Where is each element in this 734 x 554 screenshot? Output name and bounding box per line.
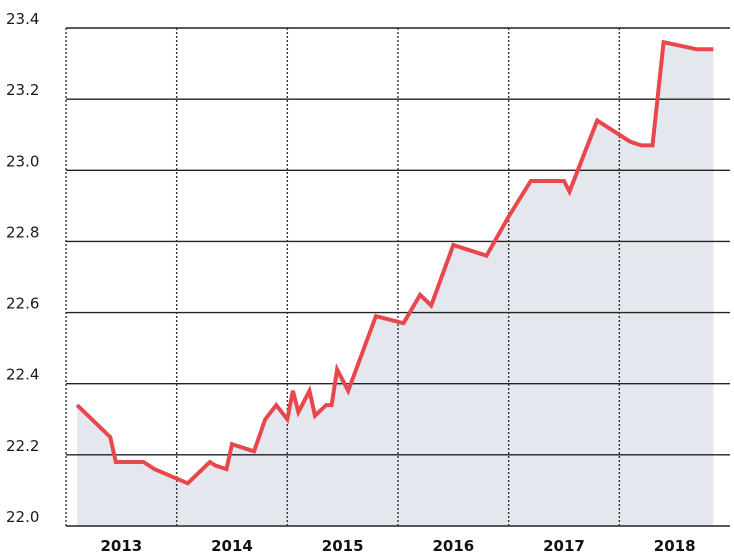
y-tick-label: 22.2: [6, 437, 39, 455]
y-tick-label: 23.2: [6, 81, 39, 99]
series-line-layer: [75, 39, 714, 486]
x-tick-label: 2018: [654, 537, 696, 554]
x-tick-label: 2015: [322, 537, 364, 554]
y-tick-label: 23.4: [6, 10, 39, 28]
y-tick-label: 23.0: [6, 152, 39, 170]
y-tick-label: 22.0: [6, 508, 39, 526]
y-axis-tick-labels: 22.0 22.2 22.4 22.6 22.8 23.0 23.2 23.4: [6, 10, 39, 526]
year-separator-lines: [65, 28, 621, 526]
area-fill: [77, 42, 714, 526]
x-axis-year-labels: 2013 2014 2015 2016 2017 2018: [100, 537, 695, 554]
y-tick-label: 22.6: [6, 295, 39, 313]
y-tick-label: 22.4: [6, 366, 39, 384]
x-tick-label: 2016: [432, 537, 474, 554]
x-tick-label: 2013: [100, 537, 142, 554]
x-tick-label: 2014: [211, 537, 253, 554]
y-tick-label: 22.8: [6, 223, 39, 241]
series-line: [75, 39, 714, 486]
x-tick-label: 2017: [543, 537, 585, 554]
area-fill-layer: [77, 42, 714, 526]
